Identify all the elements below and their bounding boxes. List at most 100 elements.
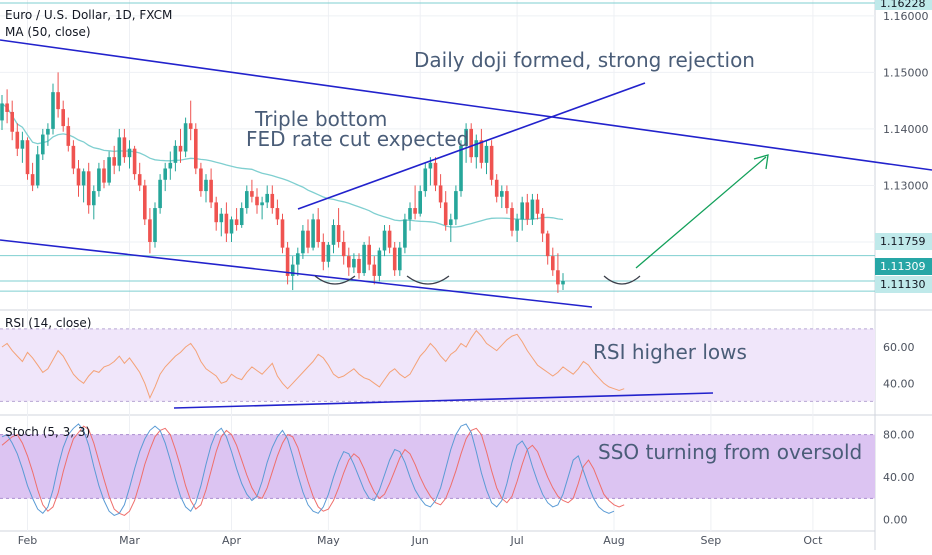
axes: Feb Mar Apr May Jun Jul Aug Sep Oct 1.16000 1.1500… bbox=[18, 10, 929, 547]
candle-body bbox=[316, 219, 320, 242]
rsi-band bbox=[0, 328, 875, 402]
candle-body bbox=[525, 202, 530, 220]
candle-body bbox=[173, 145, 178, 163]
bottom-arc bbox=[603, 275, 641, 285]
candle-body bbox=[168, 162, 173, 169]
x-tick-label: Sep bbox=[701, 534, 722, 547]
candle-body bbox=[275, 208, 280, 220]
candle-body bbox=[137, 174, 142, 186]
price-label-resistance: 1.11759 bbox=[875, 233, 932, 250]
x-tick-label: Jun bbox=[411, 534, 429, 547]
x-tick-label: Jul bbox=[509, 534, 523, 547]
rsi-higher-lows-trendline bbox=[173, 392, 714, 409]
candle-body bbox=[163, 168, 167, 180]
ma-label: MA (50, close) bbox=[5, 25, 91, 39]
candle-body bbox=[520, 202, 524, 220]
candle-body bbox=[81, 171, 86, 186]
ma-line bbox=[1, 102, 564, 228]
candle-body bbox=[423, 168, 428, 192]
candle-body bbox=[387, 230, 392, 248]
candle-body bbox=[500, 191, 504, 197]
candle-body bbox=[474, 140, 479, 158]
candle-body bbox=[556, 270, 560, 285]
candle-body bbox=[301, 230, 305, 254]
candle-body bbox=[178, 145, 183, 152]
candle-body bbox=[535, 199, 540, 214]
candle-body bbox=[270, 193, 275, 209]
candle-body bbox=[219, 213, 224, 223]
candle-body bbox=[204, 179, 208, 192]
candle-body bbox=[127, 148, 132, 158]
candle-body bbox=[311, 219, 315, 248]
candle-body bbox=[336, 225, 341, 242]
candle-body bbox=[0, 103, 4, 121]
candle-body bbox=[245, 191, 249, 209]
stoch-band bbox=[0, 434, 875, 499]
doji-annotation: Daily doji formed, strong rejection bbox=[414, 48, 755, 72]
candle-body bbox=[112, 157, 116, 166]
fed-annotation: FED rate cut expected bbox=[246, 127, 470, 151]
candle-body bbox=[306, 230, 310, 248]
candle-body bbox=[454, 191, 458, 220]
candle-body bbox=[153, 208, 157, 242]
candle-body bbox=[15, 131, 20, 149]
candle-body bbox=[5, 103, 9, 112]
rsi-line bbox=[1, 329, 625, 400]
candle-body bbox=[25, 140, 30, 175]
candle-body bbox=[382, 230, 387, 251]
candle-body bbox=[30, 174, 35, 186]
candle-body bbox=[449, 219, 453, 226]
candle-body bbox=[46, 128, 50, 135]
candle-body bbox=[515, 219, 519, 231]
candle-body bbox=[530, 199, 535, 220]
candle-body bbox=[250, 191, 254, 197]
candle-body bbox=[296, 253, 300, 265]
x-tick-label: Mar bbox=[119, 534, 140, 547]
candle-body bbox=[464, 128, 468, 146]
candle-body bbox=[428, 162, 433, 169]
candle-body bbox=[362, 244, 366, 274]
candle-body bbox=[199, 168, 203, 192]
candle-body bbox=[255, 196, 259, 206]
candle-body bbox=[224, 213, 229, 234]
rsi-annotation: RSI higher lows bbox=[593, 340, 747, 364]
triple-bottom-annotation: Triple bottom bbox=[255, 107, 388, 131]
candle-body bbox=[408, 208, 412, 220]
candle-body bbox=[551, 256, 555, 271]
price-label-support: 1.11130 bbox=[875, 276, 932, 293]
stoch-k-line bbox=[1, 423, 615, 516]
candle-body bbox=[61, 109, 65, 127]
candle-body bbox=[372, 264, 377, 276]
x-tick-label: Oct bbox=[803, 534, 823, 547]
candle-body bbox=[505, 191, 509, 209]
candle-body bbox=[540, 213, 545, 234]
x-tick-label: Feb bbox=[18, 534, 37, 547]
candle-body bbox=[561, 280, 565, 285]
candle-body bbox=[143, 185, 147, 220]
candle-body bbox=[331, 225, 336, 245]
candle-body bbox=[392, 247, 397, 271]
projection-arrow-line bbox=[635, 156, 767, 269]
stoch-d-line bbox=[1, 425, 625, 516]
candle-body bbox=[183, 123, 188, 152]
candle-body bbox=[377, 250, 382, 276]
candle-body bbox=[357, 258, 361, 274]
candle-body bbox=[35, 154, 40, 186]
y-tick-label: 1.16000 bbox=[883, 10, 929, 23]
candle-body bbox=[122, 137, 127, 158]
candle-body bbox=[545, 233, 550, 257]
candle-body bbox=[479, 140, 484, 163]
candle-body bbox=[260, 202, 264, 206]
candle-body bbox=[66, 126, 71, 146]
sso-annotation: SSO turning from oversold bbox=[598, 440, 863, 464]
candle-body bbox=[76, 168, 81, 186]
bottom-arc bbox=[314, 275, 356, 285]
candle-body bbox=[398, 247, 402, 271]
price-label-last: 1.11309 bbox=[875, 258, 932, 275]
stoch-y-tick-label: 80.00 bbox=[883, 429, 915, 442]
candle-body bbox=[239, 208, 244, 226]
candle-body bbox=[132, 148, 137, 175]
